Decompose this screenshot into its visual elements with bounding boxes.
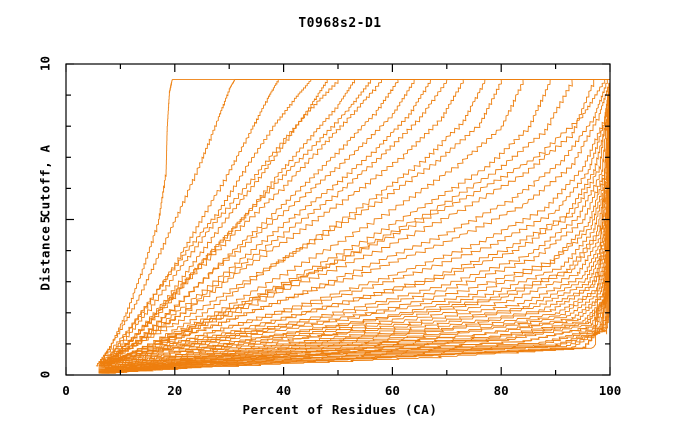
distance-cutoff-curve [98, 79, 502, 364]
distance-cutoff-curve [98, 79, 606, 367]
curve-series-group [95, 79, 611, 374]
distance-cutoff-curve [98, 79, 611, 367]
plot-frame [65, 63, 611, 376]
distance-cutoff-curve [98, 79, 415, 367]
x-axis-tick-label: 20 [167, 383, 183, 398]
distance-cutoff-curve [101, 79, 279, 367]
distance-cutoff-curve [98, 79, 611, 368]
distance-cutoff-curve [104, 79, 486, 367]
distance-cutoff-curve [104, 79, 399, 365]
distance-cutoff-curve [101, 79, 611, 367]
distance-cutoff-curve [104, 79, 356, 367]
y-axis-tick-label: 5 [37, 215, 53, 223]
distance-cutoff-curve [98, 79, 383, 367]
distance-cutoff-curve [98, 79, 236, 365]
distance-cutoff-curve [104, 79, 551, 365]
y-axis-tick-label: 10 [37, 55, 53, 72]
distance-cutoff-curve [101, 79, 611, 367]
distance-cutoff-curve [95, 79, 173, 367]
distance-cutoff-curve [104, 79, 431, 364]
distance-cutoff-curve [98, 79, 611, 370]
distance-cutoff-curve [104, 79, 611, 367]
distance-cutoff-curve [101, 79, 448, 367]
distance-cutoff-curve [98, 79, 464, 365]
x-axis-tick-label: 0 [62, 383, 70, 398]
distance-cutoff-curve [98, 79, 611, 371]
distance-cutoff-curve [101, 79, 611, 374]
distance-cutoff-curve [101, 79, 611, 369]
distance-cutoff-curve [98, 79, 339, 365]
y-axis-tick-label: 0 [37, 370, 53, 379]
x-axis-tick-label: 40 [276, 383, 292, 398]
x-axis-label: Percent of Residues (CA) [242, 402, 438, 417]
distance-cutoff-curve [98, 79, 611, 367]
distance-cutoff-curve [101, 79, 372, 364]
distance-cutoff-curve [101, 79, 595, 365]
axes-frame-group [65, 63, 611, 376]
distance-cutoff-curve [98, 79, 611, 370]
distance-cutoff-curve [98, 79, 611, 371]
distance-cutoff-curve [98, 79, 611, 365]
distance-cutoff-curve [98, 79, 611, 368]
distance-cutoff-curve [104, 79, 608, 367]
page-title: T0968s2-D1 [298, 16, 382, 31]
distance-cutoff-curve [101, 79, 524, 367]
x-axis-tick-label: 100 [598, 383, 622, 398]
distance-cutoff-curve [104, 79, 328, 367]
distance-cutoff-curve [98, 79, 312, 363]
x-axis-tick-label: 60 [384, 383, 400, 398]
x-axis-tick-label: 80 [493, 383, 509, 398]
